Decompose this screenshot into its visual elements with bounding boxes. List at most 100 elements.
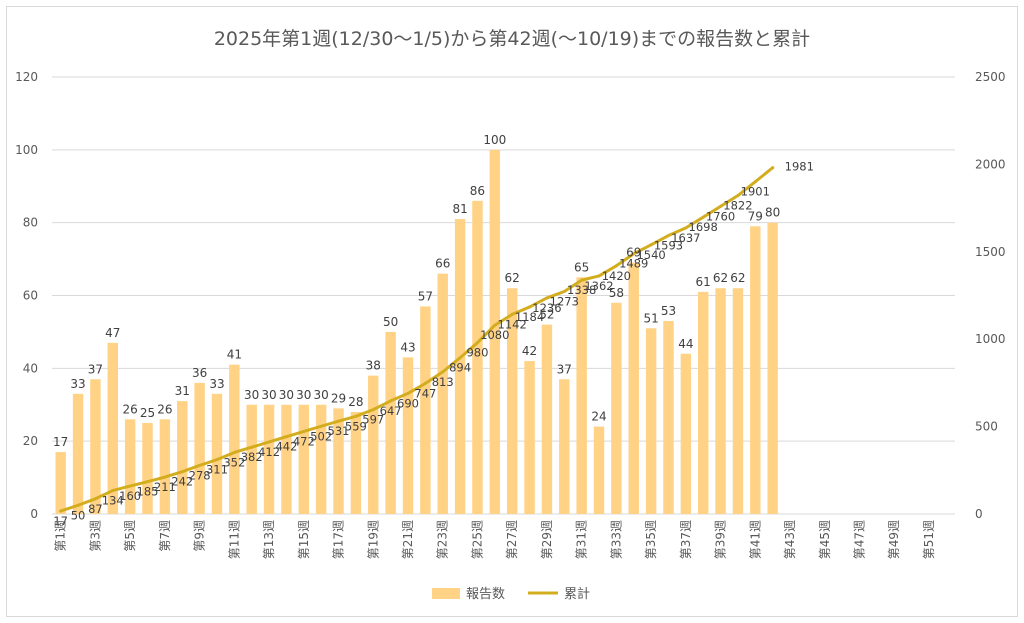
y-left-tick-label: 80 [23, 216, 38, 230]
line-point [771, 166, 775, 170]
bar [489, 149, 501, 515]
bar [559, 379, 570, 514]
line-point [701, 215, 705, 219]
line-data-label: 1822 [723, 199, 752, 213]
line-data-label: 1142 [498, 317, 527, 331]
line-point [580, 278, 584, 282]
bar [611, 302, 622, 514]
line-point [319, 424, 323, 428]
line-point [666, 234, 670, 238]
bar-data-label: 47 [105, 326, 120, 340]
y-right-tick-label: 1500 [975, 245, 1006, 259]
bar-data-label: 33 [70, 377, 85, 391]
line-data-label: 1338 [567, 283, 596, 297]
line-point [389, 399, 393, 403]
line-point [198, 463, 202, 467]
y-right-tick-label: 0 [975, 507, 983, 521]
x-tick-label: 第49週 [887, 520, 901, 559]
line-data-label: 87 [88, 502, 103, 516]
line-data-label: 1236 [532, 301, 561, 315]
line-point [232, 450, 236, 454]
line-point [441, 370, 445, 374]
bar [55, 452, 66, 514]
line-point [719, 204, 723, 208]
line-data-label: 1080 [480, 328, 509, 342]
bar [333, 408, 344, 514]
x-tick-label: 第13週 [262, 520, 276, 559]
bar-data-label: 80 [765, 206, 780, 220]
line-data-label: 1901 [741, 185, 770, 199]
line-point [337, 419, 341, 423]
bar [177, 401, 188, 514]
bar [402, 357, 414, 514]
bar-data-label: 42 [522, 344, 537, 358]
bar [472, 200, 483, 515]
x-tick-label: 第7週 [158, 520, 172, 552]
bar-data-label: 33 [209, 377, 224, 391]
bar [715, 288, 726, 514]
y-left-tick-label: 0 [30, 507, 38, 521]
x-tick-label: 第51週 [922, 520, 936, 559]
y-left-tick-label: 120 [15, 70, 38, 84]
bar [663, 320, 674, 514]
bar-data-label: 25 [140, 406, 155, 420]
line-point [111, 489, 115, 493]
x-tick-label: 第5週 [123, 520, 137, 552]
bar-data-label: 30 [296, 388, 311, 402]
x-tick-label: 第9週 [193, 520, 207, 552]
bar [281, 404, 292, 514]
line-point [146, 480, 150, 484]
bar [454, 219, 466, 514]
legend-swatch-bar [432, 588, 460, 599]
bar [90, 379, 101, 514]
legend-label-line: 累計 [564, 586, 590, 602]
bar [645, 328, 657, 514]
bar-data-label: 65 [574, 260, 589, 274]
line-point [180, 470, 184, 474]
line-data-label: 1420 [602, 269, 631, 283]
line-data-label: 1593 [654, 239, 683, 253]
bar-data-label: 66 [435, 257, 450, 271]
bar [750, 226, 761, 514]
bar-data-label: 58 [609, 286, 624, 300]
x-tick-label: 第41週 [748, 520, 762, 559]
bar-data-label: 37 [88, 362, 103, 376]
line-data-label: 211 [154, 480, 176, 494]
line-data-label: 17 [53, 514, 68, 528]
line-data-label: 1540 [636, 248, 665, 262]
bar-data-label: 26 [157, 402, 172, 416]
legend-label-bar: 報告数 [466, 587, 505, 602]
line-point [371, 408, 375, 412]
line-point [753, 180, 757, 184]
line-point [354, 414, 358, 418]
line-series [59, 166, 775, 513]
line-data-label: 1760 [706, 209, 735, 223]
line-point [562, 289, 566, 293]
line-data-label: 382 [241, 450, 263, 464]
line-data-label: 442 [275, 440, 297, 454]
bar-data-label: 30 [279, 388, 294, 402]
line-point [493, 323, 497, 327]
y-axis-right: 0 500 1000 1500 2000 2500 [975, 70, 1006, 521]
line-data-label: 690 [397, 396, 419, 410]
bar [541, 324, 553, 514]
chart-title: 2025年第1週(12/30～1/5)から第42週(～10/19)までの報告数と… [214, 28, 810, 50]
line-point [597, 274, 601, 278]
line-data-label: 559 [345, 419, 367, 433]
bar [298, 404, 310, 514]
x-tick-label: 第43週 [783, 520, 797, 559]
line-point [510, 312, 514, 316]
bar [420, 306, 431, 514]
bar [229, 364, 240, 514]
line-point [128, 484, 132, 488]
bar-data-label: 57 [418, 289, 433, 303]
bar [437, 273, 448, 514]
bar-data-label: 44 [678, 337, 693, 351]
x-tick-label: 第21週 [401, 520, 415, 559]
line-data-label: 472 [293, 434, 315, 448]
bar [142, 422, 153, 514]
bar [767, 222, 778, 514]
x-tick-label: 第39週 [714, 520, 728, 559]
line-point [93, 497, 97, 501]
